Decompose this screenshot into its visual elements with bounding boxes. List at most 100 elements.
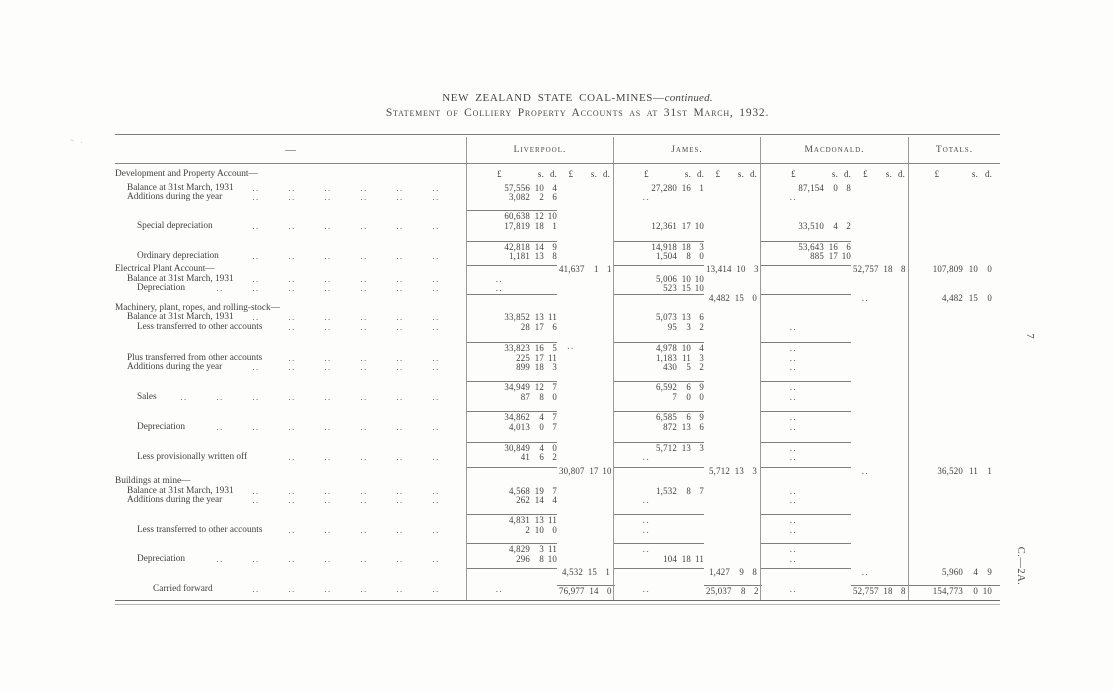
mac-amount-1: ..	[761, 380, 851, 393]
leader-dot-group: ..	[288, 423, 296, 433]
totals-amount	[909, 442, 1000, 454]
table-row: 30,807 17 10 5,712 13 3.. 36,520 11 1	[115, 463, 1000, 477]
jam-amount-2	[704, 193, 760, 203]
jam-amount-2: 4,482 15 0	[709, 293, 757, 304]
mac-amount-2	[851, 514, 908, 526]
jam-amount-2: 5,712 13 3	[709, 466, 757, 477]
cell-liv: 4,013 0 7	[466, 422, 613, 433]
row-label: Additions during the year	[127, 192, 223, 203]
leader-dot-group: ..	[252, 496, 260, 506]
leader-dot-group: ..	[396, 183, 404, 193]
table-row: 60,638 12 10	[115, 203, 1000, 222]
mac-amount-2: 52,757 18 8	[851, 584, 909, 597]
table-row: Less transferred to other accounts......…	[115, 322, 1000, 333]
table-bottom-rule	[115, 600, 1000, 606]
cell-totals: 154,773 0 10	[908, 577, 1000, 601]
cell-liv: 28 17 6	[466, 322, 613, 333]
cell-jam: 1,183 11 3	[613, 353, 760, 364]
cell-label: Machinery, plant, ropes, and rolling-sto…	[115, 303, 466, 314]
cell-label: Balance at 31st March, 1931............	[115, 313, 466, 323]
cell-jam: ..	[613, 524, 760, 536]
cell-totals	[908, 486, 1000, 497]
liv-amount-2	[557, 210, 613, 222]
leader-dot-group: ..	[396, 392, 404, 402]
cell-label: Sales................	[115, 392, 466, 403]
mac-amount-2	[851, 222, 908, 232]
mac-amount-2: ..	[861, 566, 870, 577]
jam-amount-1: 5,006 10 10	[656, 273, 704, 284]
cell-totals: 36,520 11 1	[908, 463, 1000, 477]
mac-amount-1: ..	[789, 554, 798, 565]
liv-amount-2	[557, 496, 613, 506]
leader-dot-group: ..	[252, 313, 260, 323]
totals-amount: £ s. d.	[934, 169, 992, 179]
liv-amount-1: 60,638 12 10	[467, 210, 557, 222]
liv-amount-2	[557, 526, 613, 536]
leader-dot-group: ..	[360, 284, 368, 294]
cell-jam: 1,504 8 0	[613, 252, 760, 262]
jam-amount-1: ..	[614, 543, 704, 555]
totals-amount	[909, 555, 1000, 565]
liv-amount-2	[557, 453, 613, 463]
leader-dot-group: ..	[252, 363, 260, 373]
cell-liv: 17,819 18 1	[466, 221, 613, 232]
mac-amount-2	[851, 381, 908, 393]
mac-amount-1	[761, 477, 851, 487]
cell-jam: .. 25,037 8 2	[613, 577, 762, 601]
table-row: Depreciation.............. 296 8 10 104 18 11.…	[115, 554, 1000, 565]
liv-amount-1: 4,831 13 11	[467, 513, 557, 526]
leader-dot-group: ..	[288, 313, 296, 323]
cell-totals: 5,960 4 9	[908, 564, 1000, 578]
leader-dot-group: ..	[324, 584, 332, 594]
mac-amount-2: ..	[861, 466, 870, 477]
cell-liv	[466, 303, 613, 314]
cell-totals	[908, 555, 1000, 565]
liv-amount-2: 30,807 17 10	[559, 466, 612, 477]
cell-label: Additions during the year............	[115, 193, 466, 203]
leader-dot-group: ..	[360, 423, 368, 433]
cell-mac: ..	[760, 554, 908, 565]
cell-jam: ..	[613, 453, 760, 464]
leader-dots: ............	[213, 222, 454, 232]
table-row: 4,482 15 0.. 4,482 15 0	[115, 293, 1000, 304]
cell-mac: 885 17 10	[760, 252, 908, 262]
cell-totals	[908, 402, 1000, 424]
leader-dot-group: ..	[396, 323, 404, 333]
leader-dot-group: ..	[432, 525, 440, 535]
leader-dot-group: ..	[252, 221, 260, 231]
leader-dot-group: ..	[324, 313, 332, 323]
jam-amount-2	[704, 184, 760, 194]
cell-totals	[908, 353, 1000, 364]
leader-dot-group: ..	[288, 183, 296, 193]
row-label: Carried forward	[153, 583, 213, 594]
liv-amount-1: ..	[495, 583, 504, 594]
row-label: Buildings at mine—	[115, 475, 191, 486]
table-row: 30,849 4 0 5,712 13 3..	[115, 432, 1000, 454]
leader-dot-group: ..	[432, 274, 440, 284]
leader-dot-group: ..	[216, 284, 224, 294]
jam-amount-1: 1,532 8 7	[656, 485, 704, 496]
cell-totals: 4,482 15 0	[908, 293, 1000, 304]
cell-liv: 60,638 12 10	[466, 203, 613, 222]
mac-amount-1: ..	[789, 322, 798, 333]
jam-amount-2: 13,414 10 3	[706, 263, 759, 274]
leader-dot-group: ..	[396, 584, 404, 594]
cell-liv: 262 14 4	[466, 496, 613, 506]
row-label: Depreciation	[137, 554, 186, 565]
table-row: Special depreciation............ 17,819 18…	[115, 221, 1000, 232]
jam-amount-1: ..	[642, 524, 651, 535]
jam-amount-2	[704, 543, 760, 555]
leader-dots: ............	[213, 585, 454, 597]
liv-amount-2	[557, 442, 613, 454]
leader-dot-group: ..	[396, 284, 404, 294]
leader-dot-group: ..	[252, 284, 260, 294]
rotated-page-number: 7	[1024, 333, 1036, 339]
liv-amount-1: 3,082 2 6	[509, 192, 557, 203]
liv-amount-2: £ s. d.	[568, 169, 610, 179]
totals-amount	[909, 304, 1000, 314]
leader-dot-group: ..	[432, 323, 440, 333]
cell-totals: £ s. d.	[908, 164, 1000, 184]
leader-dot-group: ..	[396, 555, 404, 565]
mac-amount-1: £ s. d.	[791, 169, 851, 179]
cell-label: Electrical Plant Account—	[115, 262, 466, 275]
